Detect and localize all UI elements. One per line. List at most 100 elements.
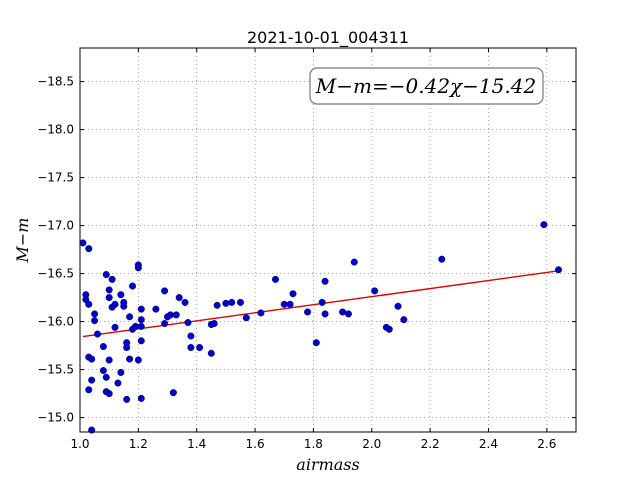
data-point — [111, 300, 119, 308]
data-point — [438, 255, 446, 263]
data-point — [400, 316, 408, 324]
data-point — [175, 294, 183, 302]
data-point — [85, 386, 93, 394]
data-point — [137, 337, 145, 345]
data-point — [344, 310, 352, 318]
data-point — [126, 313, 134, 321]
data-point — [196, 344, 204, 352]
data-point — [350, 258, 358, 266]
data-point — [554, 266, 562, 274]
x-tick-label: 2.2 — [421, 437, 440, 451]
data-point — [213, 301, 221, 309]
data-point — [172, 311, 180, 319]
x-axis-ticks: 1.0 1.2 1.4 1.6 1.8 2.0 2.2 2.4 2.6 — [70, 48, 556, 451]
data-point — [126, 355, 134, 363]
x-axis-label: airmass — [296, 455, 359, 474]
y-tick-label: −17.5 — [37, 171, 74, 185]
data-point — [105, 390, 113, 398]
plot-frame — [79, 47, 577, 433]
y-axis-label: M−m — [13, 218, 32, 264]
data-point — [222, 299, 230, 307]
data-point — [99, 367, 107, 375]
data-point — [85, 245, 93, 253]
data-point — [91, 317, 99, 325]
data-point — [102, 271, 110, 279]
data-point — [102, 373, 110, 381]
chart-title: 2021-10-01_004311 — [247, 28, 409, 48]
data-point — [123, 339, 131, 347]
data-point — [184, 319, 192, 327]
data-point — [108, 275, 116, 283]
data-point — [236, 298, 244, 306]
data-point — [161, 287, 169, 295]
x-tick-label: 2.4 — [479, 437, 498, 451]
x-tick-label: 2.0 — [362, 437, 381, 451]
data-point — [137, 316, 145, 324]
data-point — [137, 394, 145, 402]
annotation-box: M−m=−0.42χ−15.42 — [309, 67, 544, 105]
data-point — [187, 332, 195, 340]
data-point — [161, 320, 169, 328]
data-point — [169, 389, 177, 397]
data-point — [88, 355, 96, 363]
data-point — [123, 395, 131, 403]
x-tick-label: 1.8 — [304, 437, 323, 451]
data-point — [166, 311, 174, 319]
fit-equation: M−m=−0.42χ−15.42 — [315, 74, 536, 98]
data-point — [114, 379, 122, 387]
data-point — [88, 376, 96, 384]
x-tick-label: 1.6 — [246, 437, 265, 451]
data-point — [181, 298, 189, 306]
data-point — [134, 261, 142, 269]
y-tick-label: −17.0 — [37, 219, 74, 233]
data-point — [117, 291, 125, 299]
y-tick-label: −15.0 — [37, 411, 74, 425]
y-axis-ticks: −15.0 −15.5 −16.0 −16.5 −17.0 −17.5 −18.0 −18.5 — [37, 75, 576, 425]
data-point — [120, 298, 128, 306]
data-point — [321, 277, 329, 285]
data-point — [371, 287, 379, 295]
data-point — [385, 325, 393, 333]
data-point — [394, 302, 402, 310]
data-point — [152, 305, 160, 313]
y-tick-label: −18.5 — [37, 75, 74, 89]
x-tick-label: 1.2 — [129, 437, 148, 451]
data-point — [91, 310, 99, 318]
data-point — [99, 343, 107, 351]
data-point — [105, 356, 113, 364]
data-point — [129, 282, 137, 290]
y-tick-label: −16.5 — [37, 267, 74, 281]
y-tick-label: −15.5 — [37, 363, 74, 377]
data-point — [289, 290, 297, 298]
data-point — [207, 349, 215, 357]
data-point — [117, 368, 125, 376]
data-point — [79, 239, 87, 247]
data-point — [137, 322, 145, 330]
data-point — [540, 221, 548, 229]
data-point — [137, 305, 145, 313]
grid — [79, 48, 576, 432]
data-point — [280, 300, 288, 308]
data-point — [257, 309, 265, 317]
data-point — [187, 344, 195, 352]
data-point — [312, 339, 320, 347]
data-point — [131, 322, 139, 330]
data-point — [304, 308, 312, 316]
data-point — [228, 298, 236, 306]
y-tick-label: −18.0 — [37, 123, 74, 137]
data-point — [94, 330, 102, 338]
data-point — [339, 308, 347, 316]
data-point — [321, 310, 329, 318]
x-tick-label: 1.4 — [187, 437, 206, 451]
data-point — [242, 314, 250, 322]
data-point — [210, 320, 218, 328]
x-tick-label: 1.0 — [70, 437, 89, 451]
data-point — [105, 286, 113, 294]
data-point — [105, 294, 113, 302]
data-points — [79, 221, 562, 434]
data-point — [134, 356, 142, 364]
data-point — [271, 275, 279, 283]
data-point — [85, 300, 93, 308]
data-point — [111, 323, 119, 331]
